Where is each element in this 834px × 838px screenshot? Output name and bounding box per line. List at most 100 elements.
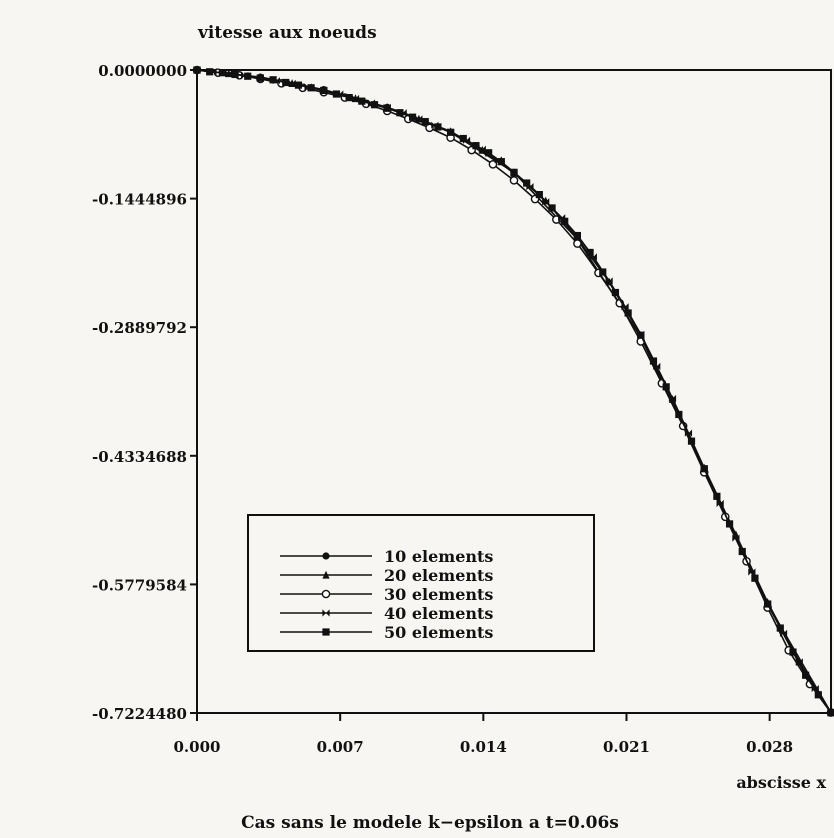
data-point — [523, 179, 531, 187]
legend-label: 10 elements — [384, 547, 493, 566]
data-point — [624, 309, 632, 317]
data-point — [668, 394, 677, 403]
legend-entry: 20 elements — [280, 566, 493, 585]
data-point — [345, 93, 353, 102]
legend-marker — [321, 589, 331, 599]
legend-marker — [322, 628, 330, 636]
series-line — [196, 69, 832, 714]
series-1 — [193, 66, 834, 717]
data-point — [764, 600, 772, 608]
data-point — [675, 410, 683, 419]
data-point — [434, 123, 442, 131]
x-tick-label: 0.000 — [174, 738, 221, 756]
x-tick-label: 0.014 — [460, 738, 507, 756]
data-point — [827, 709, 834, 717]
data-point — [510, 168, 518, 176]
y-tick-label: -0.5779584 — [92, 576, 187, 594]
data-point — [535, 191, 543, 199]
data-point — [459, 134, 467, 143]
data-point — [294, 81, 303, 89]
legend-box — [247, 514, 595, 652]
chart-caption: Cas sans le modele k−epsilon a t=0.06s — [241, 813, 619, 833]
series-line — [196, 69, 832, 714]
data-point — [256, 74, 264, 82]
legend-entry: 10 elements — [280, 547, 493, 566]
data-point — [561, 217, 569, 225]
y-tick-label: -0.4334688 — [92, 448, 187, 466]
series-3 — [192, 65, 834, 717]
data-point — [573, 239, 582, 248]
series-line — [196, 69, 832, 714]
data-point — [396, 109, 404, 117]
data-point — [497, 158, 505, 166]
data-point — [687, 437, 696, 445]
legend-entry: 40 elements — [280, 604, 493, 623]
data-point — [725, 520, 734, 528]
series-5 — [193, 66, 834, 717]
data-point — [573, 231, 581, 240]
data-point — [649, 357, 658, 365]
y-tick-label: -0.7224480 — [92, 705, 187, 723]
data-point — [193, 66, 201, 74]
data-point — [383, 104, 391, 112]
x-tick-label: 0.021 — [603, 738, 650, 756]
data-point — [269, 76, 277, 84]
x-axis-label: abscisse x — [736, 773, 826, 792]
data-point — [485, 149, 493, 157]
x-tick-label: 0.007 — [317, 738, 364, 756]
data-point — [370, 101, 379, 109]
series-2 — [193, 65, 834, 717]
legend-entry: 30 elements — [280, 585, 493, 604]
legend-label: 50 elements — [384, 623, 493, 642]
legend-label: 20 elements — [384, 566, 493, 585]
data-point — [282, 78, 290, 87]
data-point — [307, 84, 315, 92]
data-point — [586, 248, 594, 257]
data-point — [789, 648, 797, 656]
legend-entry: 50 elements — [280, 623, 493, 642]
data-point — [358, 97, 366, 105]
y-axis: 0.0000000 -0.1444896 -0.2889792 -0.4334688 -… — [92, 62, 197, 723]
legend-marker — [322, 570, 330, 579]
data-point — [548, 204, 556, 212]
y-tick-label: 0.0000000 — [98, 62, 187, 80]
data-point — [206, 68, 214, 76]
legend-marker — [322, 609, 330, 617]
chart-title: vitesse aux noeuds — [197, 23, 377, 43]
data-point — [700, 465, 708, 473]
data-point — [351, 94, 360, 103]
y-tick-label: -0.2889792 — [92, 319, 187, 337]
data-point — [447, 128, 455, 136]
data-point — [738, 547, 746, 556]
series-4 — [193, 66, 834, 717]
data-point — [421, 118, 429, 126]
legend-label: 40 elements — [384, 604, 493, 623]
data-point — [802, 671, 810, 679]
data-point — [776, 624, 784, 632]
x-tick-label: 0.028 — [746, 738, 793, 756]
data-point — [814, 691, 822, 699]
data-point — [472, 142, 480, 150]
data-point — [713, 492, 721, 500]
data-point — [751, 574, 759, 582]
data-point — [332, 90, 341, 98]
data-point — [231, 70, 239, 79]
series-line — [196, 69, 832, 714]
plot-frame — [196, 69, 832, 714]
y-tick-label: -0.1444896 — [92, 191, 187, 209]
series-layer — [192, 65, 834, 717]
data-point — [218, 69, 226, 77]
series-line — [196, 69, 832, 714]
data-point — [408, 113, 417, 121]
legend-label: 30 elements — [384, 585, 493, 604]
data-point — [509, 176, 519, 185]
data-point — [611, 288, 620, 297]
data-point — [320, 86, 328, 95]
data-point — [662, 383, 670, 391]
data-point — [599, 268, 607, 276]
legend-marker — [322, 552, 330, 560]
data-point — [244, 72, 252, 80]
x-axis: 0.000 0.007 0.014 0.021 0.028 — [174, 713, 793, 756]
